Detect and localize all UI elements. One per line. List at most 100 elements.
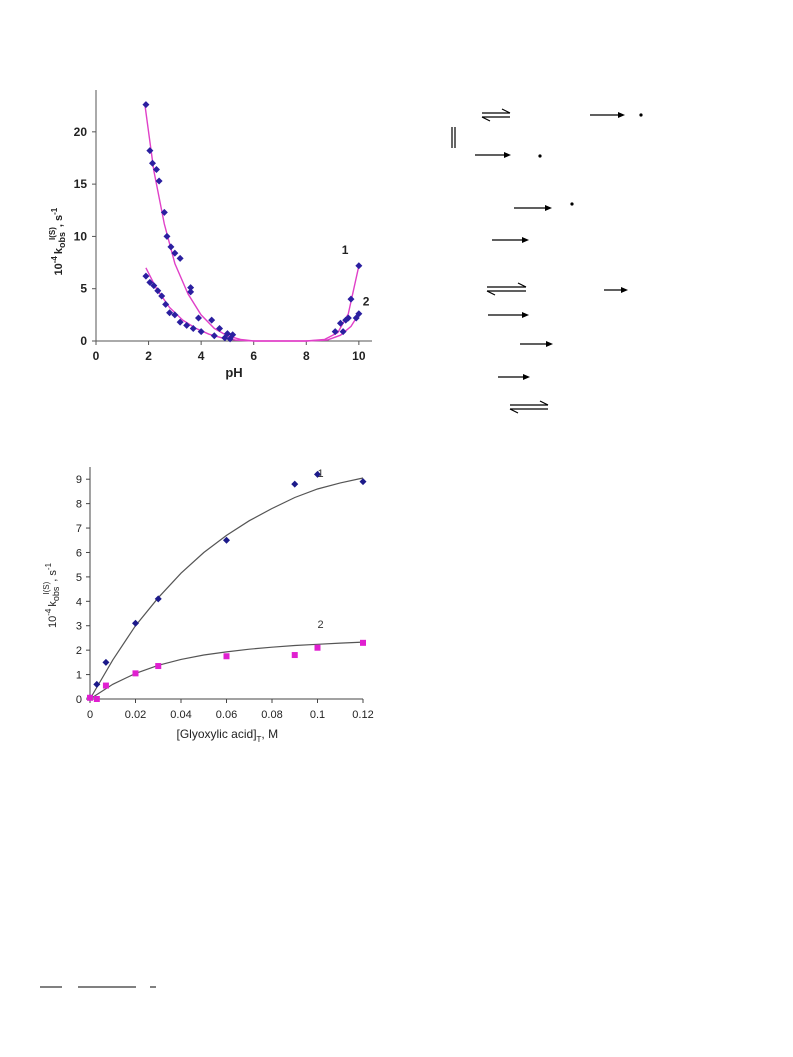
y-tick-label: 15 xyxy=(74,177,88,191)
series-1-point xyxy=(223,536,230,544)
series-2-point xyxy=(344,314,352,322)
series-2-point xyxy=(166,309,174,317)
y-axis-label-superscript: I(S) xyxy=(42,581,51,594)
series-1-point xyxy=(359,478,367,486)
reaction-arrow xyxy=(520,341,553,347)
series-2-curve xyxy=(145,267,360,342)
reaction-arrow xyxy=(514,205,552,211)
footnote-rule-svg xyxy=(40,986,156,988)
series-1-point xyxy=(160,208,168,216)
series-1-point xyxy=(355,262,363,270)
y-axis-label-part: k xyxy=(53,247,65,254)
glyoxylic-acid-chart: 0 0.02 0.04 0.06 0.08 0.1 0.12 0 1 2 3 4 5 6 7 8 9 [Glyox… xyxy=(0,455,420,755)
y-tick-label: 4 xyxy=(76,596,82,608)
equilibrium-arrow xyxy=(486,282,527,296)
y-axis-label-superscript: I(S) xyxy=(48,227,57,240)
y-tick-label: 6 xyxy=(76,547,82,559)
series-1-point xyxy=(167,243,175,251)
series-2-point xyxy=(355,310,363,318)
series-2-point xyxy=(189,324,197,332)
series-2-point xyxy=(183,321,191,329)
y-tick-label: 5 xyxy=(80,282,87,296)
x-tick-label: 6 xyxy=(250,349,257,363)
equilibrium-arrow xyxy=(481,108,511,122)
series-2-point xyxy=(226,335,234,343)
y-tick-label: 8 xyxy=(76,499,82,511)
y-tick-label: 10 xyxy=(74,229,88,243)
series-1-point xyxy=(102,658,110,666)
series-1-point xyxy=(152,165,160,173)
x-tick-label: 0 xyxy=(93,349,100,363)
y-axis-label: 10-4kobsI(S), s-1 xyxy=(48,207,67,275)
series-2-point xyxy=(155,663,162,670)
series-1-point xyxy=(146,147,154,155)
y-tick-label: 0 xyxy=(80,334,87,348)
series-2-point xyxy=(210,332,218,340)
series-1-point xyxy=(195,314,203,322)
series-1-point xyxy=(171,249,179,257)
y-axis-label-unit: , s xyxy=(53,215,65,227)
series-2-point xyxy=(102,682,109,689)
series-1-point xyxy=(187,288,195,296)
series-1-point xyxy=(187,284,195,292)
series-2-point xyxy=(221,334,229,342)
series-1-curve xyxy=(143,102,360,342)
series-1-point xyxy=(163,232,171,240)
x-tick-label: 0.12 xyxy=(352,709,373,721)
x-tick-label: 10 xyxy=(352,349,366,363)
y-axis-label-subscript: obs xyxy=(51,586,61,601)
y-tick-label: 1 xyxy=(76,670,82,682)
y-axis-label-subscript: obs xyxy=(57,232,67,248)
y-tick-label: 7 xyxy=(76,523,82,535)
series-1-point xyxy=(291,480,299,488)
series-label: 1 xyxy=(342,243,349,257)
y-tick-label: 0 xyxy=(76,694,82,706)
series-2-point xyxy=(360,639,366,646)
x-axis-label-subscript: T xyxy=(257,735,262,744)
series-2-point xyxy=(93,696,100,702)
series-label: 2 xyxy=(318,619,324,631)
series-2-point xyxy=(150,282,158,290)
series-2-point xyxy=(158,292,166,300)
series-2-point xyxy=(132,670,139,677)
x-tick-label: 0.08 xyxy=(261,709,282,721)
x-tick-label: 4 xyxy=(198,349,205,363)
reaction-arrow xyxy=(604,287,628,293)
series-2-point xyxy=(197,328,205,336)
x-tick-label: 0.06 xyxy=(216,709,237,721)
series-1-point xyxy=(176,254,184,262)
series-1-point xyxy=(155,177,163,185)
series-1-point xyxy=(142,101,150,109)
y-tick-label: 2 xyxy=(76,645,82,657)
y-axis-label-exponent: -1 xyxy=(50,207,59,215)
series-2-point xyxy=(146,278,154,286)
x-axis-label-unit: , M xyxy=(261,727,278,741)
series-1-point xyxy=(314,470,321,478)
series-2-point xyxy=(331,328,339,336)
series-2-point xyxy=(142,272,150,280)
y-tick-label: 5 xyxy=(76,572,82,584)
glyoxylic-acid-chart-svg: 0 0.02 0.04 0.06 0.08 0.1 0.12 0 1 2 3 4 5 6 7 8 9 [Glyox… xyxy=(42,467,374,744)
radical-dot xyxy=(570,202,574,206)
vertical-equilibrium-arrow xyxy=(451,127,456,148)
series-1-point xyxy=(132,619,139,627)
radical-dot xyxy=(639,113,643,117)
series-2-point xyxy=(336,319,344,327)
series-1-point xyxy=(154,595,162,603)
ph-rate-chart: 0 2 4 6 8 10 0 5 10 15 20 pH 10-4kobsI(S), s-1 1 2 xyxy=(0,60,420,410)
x-tick-label: 0.04 xyxy=(170,709,191,721)
x-tick-label: 0.1 xyxy=(310,709,325,721)
y-tick-label: 3 xyxy=(76,621,82,633)
x-axis-label: pH xyxy=(225,365,242,380)
series-2-point xyxy=(291,652,298,659)
series-1-point xyxy=(208,316,216,324)
series-2-point xyxy=(162,300,170,308)
reaction-arrow xyxy=(590,112,625,118)
series-1-point xyxy=(347,295,355,303)
y-axis-label-part: k xyxy=(47,601,59,607)
x-tick-label: 2 xyxy=(145,349,152,363)
y-axis-label: 10-4kobsI(S), s-1 xyxy=(42,562,61,628)
series-2-point xyxy=(171,311,179,319)
y-tick-label: 9 xyxy=(76,474,82,486)
